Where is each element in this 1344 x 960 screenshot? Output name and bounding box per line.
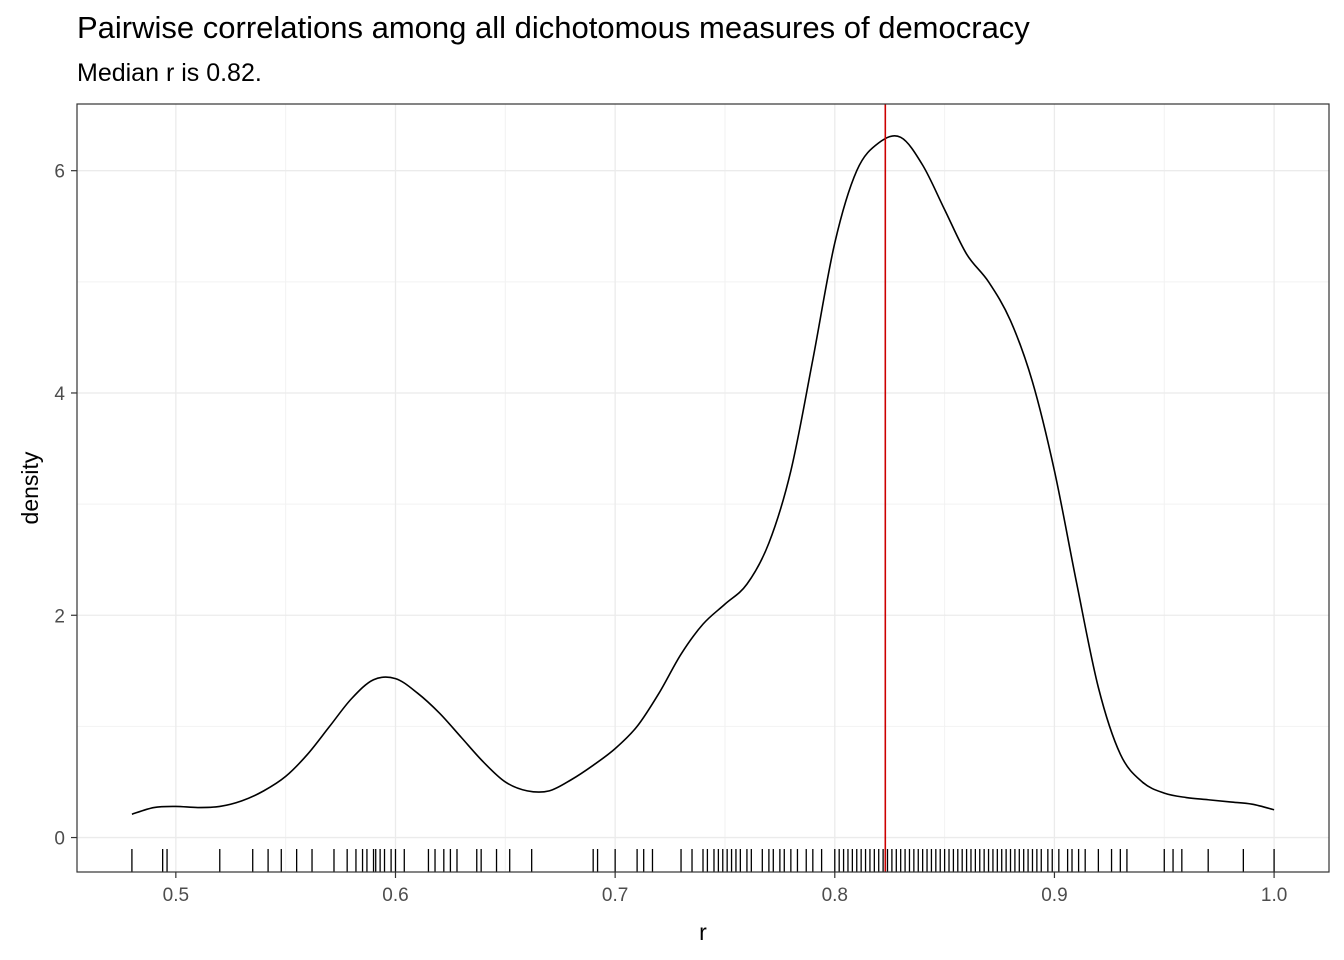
y-axis: 0 2 4 6 [54, 162, 77, 850]
x-tick-label: 1.0 [1261, 885, 1287, 906]
x-axis: 0.5 0.6 0.7 0.8 0.9 1.0 [163, 872, 1287, 906]
major-gridlines [77, 104, 1329, 872]
x-tick-label: 0.5 [163, 885, 189, 906]
y-tick-label: 4 [54, 384, 65, 405]
x-tick-label: 0.6 [382, 885, 408, 906]
y-axis-title: density [17, 451, 43, 524]
x-axis-title: r [699, 919, 707, 945]
density-curve [131, 135, 1275, 815]
x-tick-label: 0.8 [822, 885, 848, 906]
y-tick-label: 6 [54, 162, 65, 183]
y-tick-label: 0 [54, 829, 65, 850]
chart-subtitle: Median r is 0.82. [77, 59, 262, 87]
panel-border [76, 103, 1330, 873]
rug-marks [131, 849, 1275, 872]
chart-title: Pairwise correlations among all dichotom… [77, 10, 1030, 45]
x-tick-label: 0.7 [602, 885, 628, 906]
x-tick-label: 0.9 [1041, 885, 1067, 906]
y-tick-label: 2 [54, 606, 65, 627]
minor-gridlines [77, 104, 1329, 872]
